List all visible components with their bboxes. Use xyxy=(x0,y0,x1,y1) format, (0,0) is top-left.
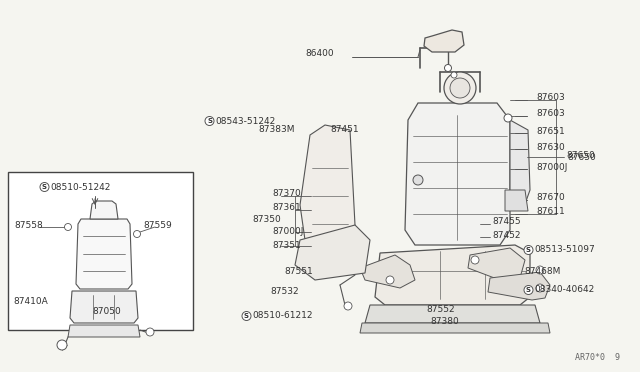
Circle shape xyxy=(524,285,533,295)
Text: 87532: 87532 xyxy=(270,286,299,295)
Text: 08510-61212: 08510-61212 xyxy=(252,311,312,321)
Polygon shape xyxy=(68,325,140,337)
Text: S: S xyxy=(526,247,531,253)
Text: 87559: 87559 xyxy=(143,221,172,230)
Text: 87452: 87452 xyxy=(492,231,520,240)
Text: 08513-51097: 08513-51097 xyxy=(534,246,595,254)
Text: 87650: 87650 xyxy=(567,153,596,161)
Text: 86400: 86400 xyxy=(305,49,333,58)
Text: 87670: 87670 xyxy=(536,192,564,202)
Circle shape xyxy=(451,72,457,78)
FancyBboxPatch shape xyxy=(8,172,193,330)
Polygon shape xyxy=(300,125,355,245)
Text: 87370: 87370 xyxy=(272,189,301,198)
Text: 87630: 87630 xyxy=(536,142,564,151)
Text: 87611: 87611 xyxy=(536,208,564,217)
Text: S: S xyxy=(42,184,47,190)
Text: 87383M: 87383M xyxy=(258,125,294,135)
Polygon shape xyxy=(424,30,464,52)
Text: 87455: 87455 xyxy=(492,218,520,227)
Circle shape xyxy=(146,328,154,336)
Circle shape xyxy=(504,114,512,122)
Polygon shape xyxy=(375,245,530,305)
Text: 87000J: 87000J xyxy=(536,163,568,171)
Circle shape xyxy=(445,64,451,71)
Circle shape xyxy=(65,224,72,231)
Text: 87603: 87603 xyxy=(536,93,564,102)
Polygon shape xyxy=(295,225,370,280)
Text: AR70*0  9: AR70*0 9 xyxy=(575,353,620,362)
Text: 08340-40642: 08340-40642 xyxy=(534,285,595,295)
Circle shape xyxy=(450,78,470,98)
Polygon shape xyxy=(505,190,528,211)
Text: 87468M: 87468M xyxy=(524,266,561,276)
Circle shape xyxy=(40,183,49,192)
Text: 87651: 87651 xyxy=(536,126,564,135)
Circle shape xyxy=(413,175,423,185)
Polygon shape xyxy=(468,248,525,282)
Circle shape xyxy=(57,340,67,350)
Circle shape xyxy=(386,276,394,284)
Polygon shape xyxy=(360,323,550,333)
Circle shape xyxy=(444,72,476,104)
Circle shape xyxy=(205,116,214,125)
Text: 87410A: 87410A xyxy=(13,298,48,307)
Circle shape xyxy=(134,231,141,237)
Text: 87451: 87451 xyxy=(330,125,358,135)
Text: 87552: 87552 xyxy=(426,305,454,314)
Polygon shape xyxy=(488,272,550,300)
Polygon shape xyxy=(360,255,415,288)
Circle shape xyxy=(344,302,352,310)
Polygon shape xyxy=(76,219,132,289)
Text: 87000J: 87000J xyxy=(272,228,303,237)
Circle shape xyxy=(536,284,544,292)
Text: 08510-51242: 08510-51242 xyxy=(50,183,110,192)
Circle shape xyxy=(471,256,479,264)
Circle shape xyxy=(242,311,251,321)
Text: S: S xyxy=(244,313,249,319)
Circle shape xyxy=(536,266,544,274)
Text: 08543-51242: 08543-51242 xyxy=(215,116,275,125)
Text: 87050: 87050 xyxy=(92,308,121,317)
Text: S: S xyxy=(207,118,212,124)
Text: 87361: 87361 xyxy=(272,202,301,212)
Circle shape xyxy=(524,246,533,254)
Polygon shape xyxy=(365,305,540,323)
Polygon shape xyxy=(510,120,530,204)
Polygon shape xyxy=(70,291,138,323)
Text: 87351: 87351 xyxy=(272,241,301,250)
Text: 87650: 87650 xyxy=(566,151,595,160)
Text: 87603: 87603 xyxy=(536,109,564,118)
Polygon shape xyxy=(90,201,118,219)
Text: 87558: 87558 xyxy=(14,221,43,230)
Text: 87551: 87551 xyxy=(284,266,313,276)
Text: 87380: 87380 xyxy=(430,317,459,327)
Polygon shape xyxy=(405,103,510,245)
Text: S: S xyxy=(526,287,531,293)
Text: 87350: 87350 xyxy=(252,215,281,224)
